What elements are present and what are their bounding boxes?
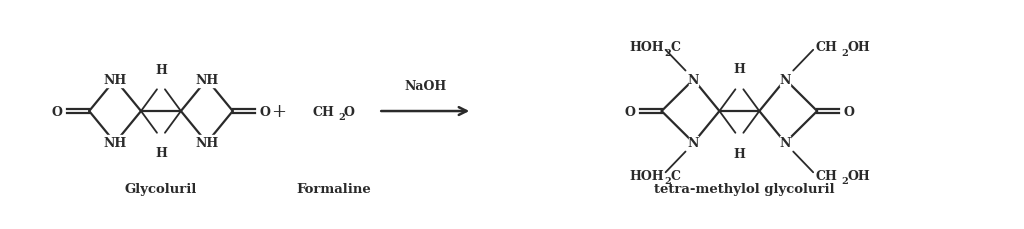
- Bar: [688, 74, 698, 87]
- Text: 2: 2: [338, 112, 345, 121]
- Text: +: +: [271, 103, 286, 120]
- Text: O: O: [52, 105, 62, 118]
- Bar: [780, 137, 791, 149]
- Text: NH: NH: [196, 74, 218, 87]
- Text: OH: OH: [847, 169, 869, 182]
- Text: NH: NH: [103, 74, 127, 87]
- Bar: [198, 136, 216, 150]
- Text: 2: 2: [665, 176, 672, 185]
- Text: OH: OH: [847, 41, 869, 54]
- Text: 2: 2: [665, 49, 672, 57]
- Bar: [106, 73, 124, 87]
- Text: C: C: [670, 169, 680, 182]
- Bar: [198, 73, 216, 87]
- Bar: [688, 137, 698, 149]
- Text: H: H: [733, 63, 745, 76]
- Text: CH: CH: [815, 169, 837, 182]
- Text: 2: 2: [841, 49, 848, 57]
- Bar: [106, 136, 124, 150]
- Text: H: H: [155, 64, 167, 77]
- Text: C: C: [670, 41, 680, 54]
- Text: N: N: [779, 136, 791, 150]
- Text: CH: CH: [815, 41, 837, 54]
- Text: O: O: [344, 105, 355, 118]
- Text: H: H: [155, 146, 167, 159]
- Text: HOH: HOH: [629, 169, 664, 182]
- Text: O: O: [259, 105, 270, 118]
- Text: tetra-methylol glycoluril: tetra-methylol glycoluril: [654, 182, 835, 195]
- Text: 2: 2: [841, 176, 848, 185]
- Text: CH: CH: [312, 105, 335, 118]
- Text: N: N: [688, 74, 699, 87]
- Text: H: H: [733, 147, 745, 160]
- Text: Glycoluril: Glycoluril: [125, 182, 198, 195]
- Text: O: O: [844, 105, 854, 118]
- Text: N: N: [779, 74, 791, 87]
- Text: O: O: [625, 105, 635, 118]
- Text: Formaline: Formaline: [296, 182, 371, 195]
- Text: NaOH: NaOH: [404, 79, 446, 93]
- Text: NH: NH: [103, 136, 127, 150]
- Text: N: N: [688, 136, 699, 150]
- Text: HOH: HOH: [629, 41, 664, 54]
- Bar: [780, 74, 791, 87]
- Text: NH: NH: [196, 136, 218, 150]
